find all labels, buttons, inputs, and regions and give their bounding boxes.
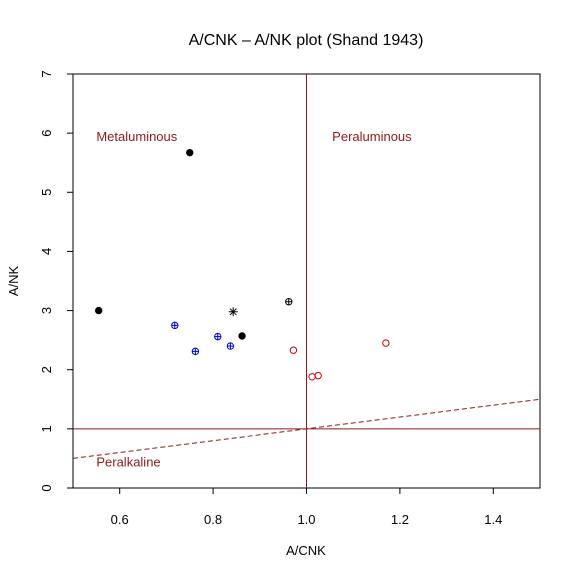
data-point-circle-plus (226, 342, 235, 350)
reference-lines (72, 74, 541, 488)
y-tick-label: 4 (39, 248, 54, 255)
y-axis: 0 1 2 3 4 5 6 7 (39, 70, 73, 492)
data-point-circle-plus (214, 332, 222, 341)
x-tick-label: 0.6 (111, 512, 129, 527)
data-point-circle-plus (285, 298, 293, 306)
y-tick-label: 5 (39, 189, 54, 196)
y-tick-label: 6 (39, 130, 54, 137)
point-mark (186, 148, 194, 157)
data-points (94, 148, 390, 381)
data-point-filled-circle (94, 306, 103, 315)
region-label: Metaluminous (96, 129, 177, 144)
y-tick-label: 3 (39, 307, 54, 314)
y-axis-title: A/NK (6, 266, 21, 297)
region-labels: Metaluminous Peraluminous Peralkaline (96, 129, 412, 469)
x-tick-label: 0.8 (204, 512, 222, 527)
point-mark (308, 373, 316, 381)
x-tick-label: 1.0 (297, 512, 315, 527)
data-point-open-circle (382, 339, 390, 347)
y-tick-label: 0 (39, 484, 54, 491)
x-tick-label: 1.2 (391, 512, 409, 527)
data-point-open-circle (308, 373, 316, 381)
x-axis: 0.6 0.8 1.0 1.2 1.4 (111, 488, 502, 527)
data-point-asterisk (228, 307, 238, 317)
x-axis-title: A/CNK (286, 543, 326, 558)
point-mark (314, 371, 322, 380)
y-tick-label: 7 (39, 70, 54, 77)
dashed-boundary-curve (72, 398, 541, 459)
data-point-open-circle (314, 371, 322, 380)
data-point-filled-circle (238, 332, 246, 340)
chart-title: A/CNK – A/NK plot (Shand 1943) (189, 32, 424, 49)
point-mark (289, 346, 298, 354)
x-tick-label: 1.4 (484, 512, 502, 527)
data-point-circle-plus (191, 347, 200, 356)
region-label: Peraluminous (332, 129, 412, 144)
point-mark-d2 (229, 308, 237, 316)
data-point-circle-plus (171, 321, 179, 330)
point-mark (238, 332, 246, 340)
data-point-open-circle (289, 346, 298, 354)
region-label: Peralkaline (96, 454, 160, 469)
point-mark (94, 306, 103, 315)
y-tick-label: 1 (39, 425, 54, 432)
data-point-filled-circle (186, 148, 194, 157)
y-tick-label: 2 (39, 366, 54, 373)
point-mark (382, 339, 390, 347)
